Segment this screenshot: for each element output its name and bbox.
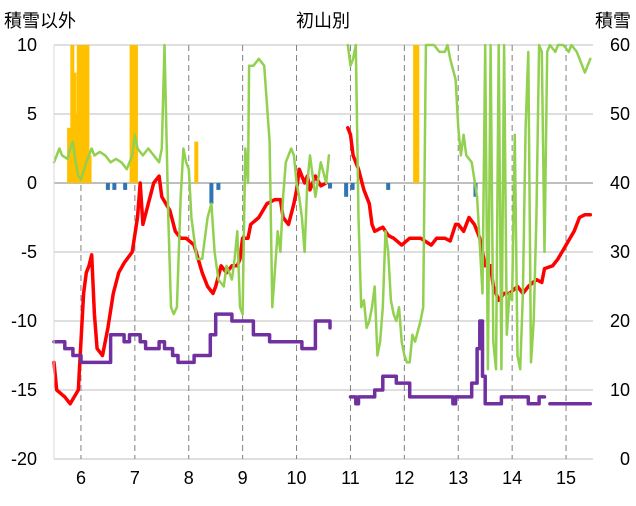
left-axis-title: 積雪以外 [4,11,76,31]
x-tick-label: 9 [238,468,248,488]
orange-bar [415,45,420,183]
blue-bar [209,183,214,204]
purple-series-line [348,319,547,406]
red-series-line [346,126,593,303]
y-left-tick-label: -10 [11,311,37,331]
blue-bar [327,183,332,189]
y-left-tick-label: 0 [27,173,37,193]
orange-bar [85,45,90,183]
y-right-tick-label: 10 [610,380,630,400]
orange-bar [413,45,418,183]
orange-bar [83,45,88,183]
purple-series-line [52,312,332,365]
orange-bar [194,141,199,183]
orange-bar [133,45,138,183]
blue-bar [105,183,110,190]
x-tick-label: 12 [394,468,414,488]
blue-bar [216,183,221,190]
y-right-tick-label: 20 [610,311,630,331]
blue-bar [123,183,128,190]
orange-bar [76,45,81,183]
x-tick-label: 14 [502,468,522,488]
y-left-tick-label: 10 [17,35,37,55]
blue-bar [344,183,349,197]
orange-bar [81,45,86,183]
x-tick-label: 15 [556,468,576,488]
blue-bar [112,183,117,190]
orange-bar [70,45,75,183]
orange-bar [78,45,83,183]
orange-bar [131,45,136,183]
x-tick-label: 7 [130,468,140,488]
y-left-tick-label: -5 [21,242,37,262]
y-right-tick-label: 0 [620,449,630,469]
x-tick-label: 8 [184,468,194,488]
y-right-tick-label: 60 [610,35,630,55]
orange-bar [72,72,77,183]
orange-bar [87,155,92,183]
orange-bar [74,114,79,183]
x-tick-label: 6 [76,468,86,488]
x-tick-label: 10 [287,468,307,488]
orange-bar [129,45,134,183]
chart-title: 初山別 [296,11,350,31]
y-left-tick-label: -20 [11,449,37,469]
y-left-tick-label: -15 [11,380,37,400]
y-left-tick-label: 5 [27,104,37,124]
blue-bar [350,183,355,190]
lines [52,43,593,406]
x-tick-label: 13 [448,468,468,488]
y-right-tick-label: 50 [610,104,630,124]
green-series-line [346,43,592,371]
right-axis-title: 積雪 [595,11,631,31]
blue-bar [386,183,391,190]
red-series-line [52,167,328,406]
x-tick-label: 11 [341,468,360,488]
y-right-tick-label: 30 [610,242,630,262]
green-series-line [52,43,331,316]
y-right-tick-label: 40 [610,173,630,193]
